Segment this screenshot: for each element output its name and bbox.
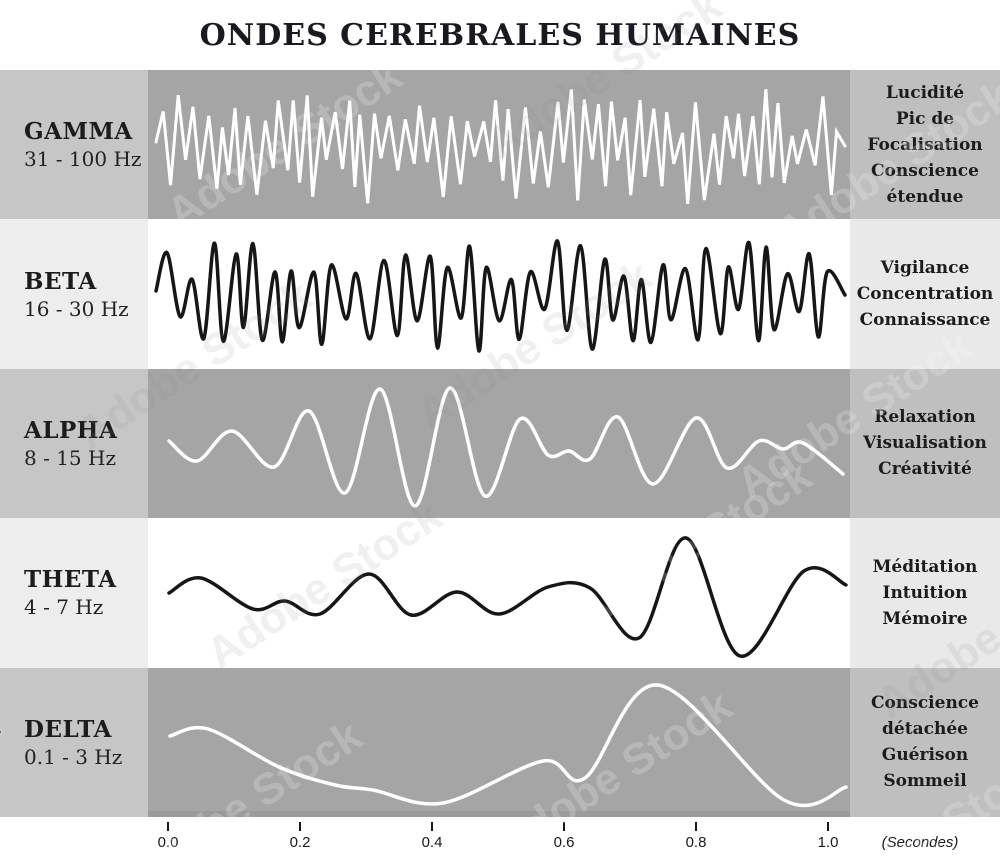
band-name: ALPHA: [24, 416, 118, 444]
theta-waveform: [148, 518, 850, 668]
beta-descriptions: Vigilance Concentration Connaissance: [850, 219, 1000, 369]
axis-tick-label: 1.0: [817, 834, 839, 851]
axis-tick-mark: [563, 822, 565, 831]
gamma-label: GAMMA 31 - 100 Hz: [0, 70, 148, 220]
beta-waveform: [148, 219, 850, 369]
axis-tick-label: 0.4: [421, 834, 443, 851]
description-line: Mémoire: [882, 608, 968, 629]
description-line: étendue: [886, 186, 964, 207]
description-line: Vigilance: [880, 258, 970, 279]
delta-descriptions: Conscience détachée Guérison Sommeil: [850, 667, 1000, 817]
axis-tick-label: 0.6: [553, 834, 575, 851]
stock-id-watermark: Adobe Stock | #186663588: [0, 606, 2, 867]
band-name: BETA: [24, 267, 97, 295]
axis-tick-mark: [695, 822, 697, 831]
delta-waveform: [148, 667, 850, 817]
description-line: Conscience: [871, 160, 979, 181]
description-line: Lucidité: [885, 82, 965, 103]
description-line: Visualisation: [863, 433, 987, 454]
description-line: Focalisation: [867, 134, 983, 155]
alpha-descriptions: Relaxation Visualisation Créativité: [850, 368, 1000, 519]
delta-bottom-edge: [148, 810, 850, 817]
axis-tick-mark: [299, 822, 301, 831]
gamma-waveform: [148, 70, 850, 220]
description-line: détachée: [882, 719, 968, 740]
page-title: ONDES CEREBRALES HUMAINES: [199, 17, 801, 53]
description-line: Connaissance: [859, 310, 991, 331]
row-theta: THETA 4 - 7 Hz Méditation Intuition Mémoir…: [0, 518, 1000, 668]
axis-tick-mark: [167, 822, 169, 831]
description-line: Relaxation: [874, 407, 976, 428]
row-alpha: ALPHA 8 - 15 Hz Relaxation Visualisation C…: [0, 368, 1000, 519]
axis-unit-label: (Secondes): [881, 834, 959, 851]
axis-tick-mark: [431, 822, 433, 831]
description-line: Méditation: [872, 556, 978, 577]
band-name: THETA: [24, 566, 117, 594]
band-frequency: 31 - 100 Hz: [24, 147, 142, 172]
beta-label: BETA 16 - 30 Hz: [0, 219, 148, 369]
alpha-label: ALPHA 8 - 15 Hz: [0, 368, 148, 519]
axis-tick-label: 0.0: [157, 834, 179, 851]
band-frequency: 8 - 15 Hz: [24, 445, 116, 470]
band-name: DELTA: [24, 715, 112, 743]
axis-tick-mark: [827, 822, 829, 831]
axis-tick-label: 0.2: [289, 834, 311, 851]
time-axis: (Secondes) 0.0 0.2 0.4 0.6 0.8 1.0: [0, 817, 1000, 867]
row-beta: BETA 16 - 30 Hz Vigilance Concentration Co…: [0, 219, 1000, 369]
row-delta: DELTA 0.1 - 3 Hz Conscience détachée Guéri…: [0, 667, 1000, 817]
band-frequency: 16 - 30 Hz: [24, 296, 129, 321]
description-line: Guérison: [881, 745, 969, 766]
theta-descriptions: Méditation Intuition Mémoire: [850, 518, 1000, 668]
description-line: Concentration: [856, 284, 994, 305]
description-line: Pic de: [895, 108, 955, 129]
band-frequency: 4 - 7 Hz: [24, 595, 104, 620]
axis-tick-label: 0.8: [685, 834, 707, 851]
description-line: Conscience: [871, 693, 979, 714]
wave-rows: GAMMA 31 - 100 Hz Lucidité Pic de Focalisa…: [0, 70, 1000, 817]
band-name: GAMMA: [24, 118, 133, 146]
description-line: Créativité: [878, 459, 972, 480]
delta-label: DELTA 0.1 - 3 Hz: [0, 667, 148, 817]
gamma-descriptions: Lucidité Pic de Focalisation Conscience éten…: [850, 70, 1000, 220]
theta-label: THETA 4 - 7 Hz: [0, 518, 148, 668]
alpha-waveform: [148, 368, 850, 519]
description-line: Sommeil: [883, 771, 967, 792]
description-line: Intuition: [882, 582, 968, 603]
band-frequency: 0.1 - 3 Hz: [24, 744, 123, 769]
row-gamma: GAMMA 31 - 100 Hz Lucidité Pic de Focalisa…: [0, 70, 1000, 220]
